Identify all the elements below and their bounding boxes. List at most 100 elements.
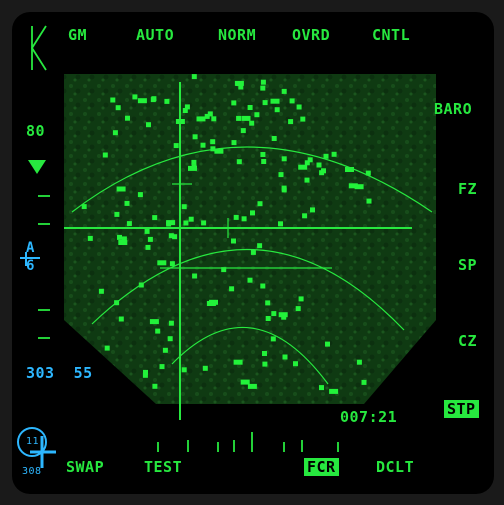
radar-return bbox=[271, 311, 277, 317]
radar-return bbox=[207, 111, 213, 117]
radar-return bbox=[192, 134, 198, 140]
radar-return bbox=[240, 128, 246, 134]
radar-return bbox=[278, 312, 288, 318]
radar-return bbox=[202, 365, 208, 371]
radar-return bbox=[126, 221, 132, 227]
radar-return bbox=[214, 148, 224, 154]
radar-return bbox=[348, 183, 358, 189]
radar-return bbox=[157, 260, 167, 266]
radar-return bbox=[87, 235, 93, 241]
radar-return bbox=[159, 364, 165, 370]
radar-return bbox=[260, 85, 266, 91]
baro-button[interactable]: BARO bbox=[434, 100, 473, 118]
radar-return bbox=[98, 288, 104, 294]
radar-return bbox=[155, 328, 161, 334]
radar-return bbox=[356, 359, 362, 365]
radar-return bbox=[143, 369, 148, 375]
radar-return bbox=[316, 162, 322, 168]
radar-return bbox=[262, 361, 268, 367]
radar-return bbox=[270, 98, 280, 104]
radar-return bbox=[238, 84, 244, 90]
ovrd-button[interactable]: OVRD bbox=[292, 26, 331, 44]
radar-return bbox=[250, 210, 255, 216]
radar-return bbox=[354, 184, 364, 190]
radar-return bbox=[102, 152, 108, 158]
radar-return bbox=[191, 159, 197, 165]
radar-return bbox=[115, 105, 121, 111]
gm-button[interactable]: GM bbox=[68, 26, 88, 44]
hsi-bearing: 308 bbox=[22, 466, 42, 477]
radar-return bbox=[361, 379, 367, 385]
bracket-icon bbox=[30, 25, 47, 71]
sp-button[interactable]: SP bbox=[458, 256, 478, 274]
radar-return bbox=[118, 316, 124, 322]
range-scale-ticks bbox=[38, 195, 50, 339]
range-arc-middle bbox=[91, 248, 405, 331]
radar-display[interactable] bbox=[12, 12, 494, 494]
radar-return bbox=[282, 354, 288, 360]
radar-return bbox=[184, 104, 190, 110]
radar-return bbox=[147, 236, 153, 242]
triangle-down-icon[interactable] bbox=[28, 160, 46, 174]
cz-button[interactable]: CZ bbox=[458, 332, 478, 350]
radar-return bbox=[304, 177, 310, 183]
radar-return bbox=[164, 98, 170, 104]
radar-return bbox=[183, 220, 189, 226]
radar-return bbox=[247, 105, 253, 110]
radar-return bbox=[168, 233, 174, 239]
radar-return bbox=[114, 211, 120, 217]
radar-return bbox=[257, 201, 263, 207]
stp-button[interactable]: STP bbox=[444, 400, 479, 418]
crosshair-icon[interactable] bbox=[64, 82, 412, 420]
bottom-scale-ticks bbox=[157, 432, 339, 452]
radar-return bbox=[261, 159, 267, 164]
auto-button[interactable]: AUTO bbox=[136, 26, 175, 44]
radar-return bbox=[145, 244, 151, 250]
radar-return bbox=[201, 220, 207, 226]
radar-return bbox=[142, 372, 148, 378]
radar-return bbox=[270, 336, 276, 342]
radar-return bbox=[274, 107, 280, 113]
radar-return bbox=[296, 104, 302, 110]
radar-return bbox=[181, 367, 187, 373]
radar-return bbox=[366, 198, 372, 204]
radar-return bbox=[265, 300, 271, 306]
radar-return bbox=[236, 159, 242, 165]
radar-return bbox=[168, 320, 174, 326]
radar-return bbox=[125, 115, 130, 121]
radar-return bbox=[262, 351, 267, 356]
range-value: 80 bbox=[26, 122, 46, 140]
swap-button[interactable]: SWAP bbox=[66, 458, 105, 476]
radar-return bbox=[281, 187, 287, 193]
fz-button[interactable]: FZ bbox=[458, 180, 478, 198]
radar-return bbox=[249, 120, 255, 126]
radar-return bbox=[172, 234, 178, 240]
radar-return bbox=[260, 79, 266, 85]
radar-return bbox=[81, 204, 87, 210]
radar-return bbox=[233, 214, 239, 220]
radar-return bbox=[118, 240, 128, 245]
radar-return bbox=[150, 97, 156, 103]
fcr-button[interactable]: FCR bbox=[304, 458, 339, 476]
radar-return bbox=[278, 221, 283, 227]
radar-return bbox=[191, 164, 197, 170]
radar-return bbox=[278, 172, 284, 178]
radar-return bbox=[117, 234, 122, 240]
radar-return bbox=[345, 167, 354, 172]
radar-return bbox=[166, 221, 172, 227]
test-button[interactable]: TEST bbox=[144, 458, 183, 476]
radar-return bbox=[262, 100, 268, 106]
range-arc-outer bbox=[71, 146, 433, 213]
radar-return bbox=[304, 160, 310, 166]
hsi-heading: 11 bbox=[26, 436, 40, 447]
radar-return bbox=[295, 306, 301, 312]
radar-return bbox=[231, 238, 236, 244]
norm-button[interactable]: NORM bbox=[218, 26, 257, 44]
cntl-button[interactable]: CNTL bbox=[372, 26, 411, 44]
radar-return bbox=[210, 139, 216, 145]
radar-return bbox=[331, 151, 337, 157]
dclt-button[interactable]: DCLT bbox=[376, 458, 415, 476]
azimuth-letter: A bbox=[26, 240, 35, 256]
azimuth-number: 6 bbox=[26, 258, 35, 274]
